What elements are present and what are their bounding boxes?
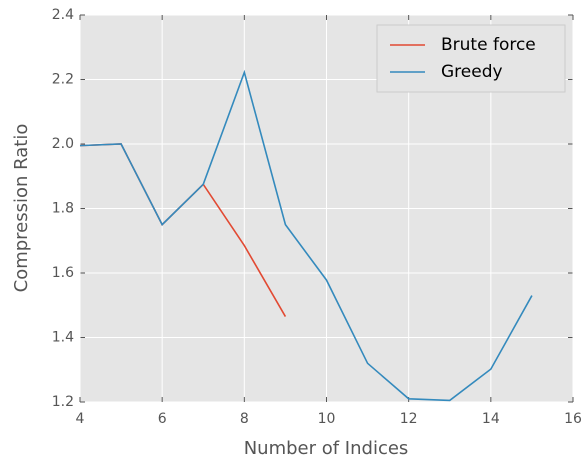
- x-tick-label: 8: [240, 411, 249, 427]
- y-tick-label: 1.4: [52, 330, 74, 346]
- x-tick-label: 16: [564, 411, 582, 427]
- x-tick-label: 12: [400, 411, 418, 427]
- x-tick-label: 4: [76, 411, 85, 427]
- series-line: [79, 69, 533, 402]
- x-tick-label: 10: [318, 411, 336, 427]
- y-tick-label: 1.8: [52, 201, 74, 217]
- y-tick-label: 1.6: [52, 265, 74, 281]
- y-tick-label: 2.0: [52, 136, 74, 152]
- y-tick-label: 1.2: [52, 394, 74, 410]
- legend-box: [376, 24, 566, 93]
- x-axis-label: Number of Indices: [244, 438, 409, 459]
- x-tick-label: 6: [158, 411, 167, 427]
- x-tick-label: 14: [482, 411, 500, 427]
- legend-label: Brute force: [441, 35, 536, 55]
- y-tick-label: 2.2: [52, 72, 74, 88]
- y-tick-label: 2.4: [52, 7, 74, 23]
- y-axis-label: Compression Ratio: [11, 124, 32, 293]
- legend-label: Greedy: [441, 62, 503, 82]
